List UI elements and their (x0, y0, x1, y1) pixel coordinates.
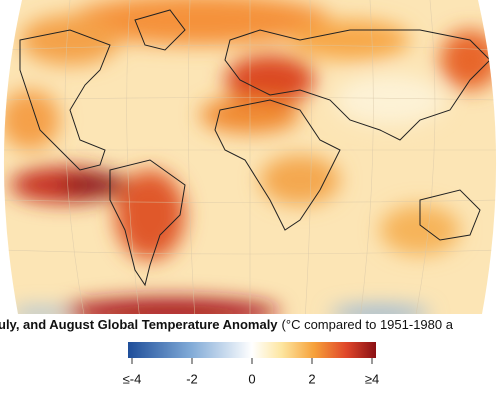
temperature-map (3, 0, 497, 314)
map-caption: uly, and August Global Temperature Anoma… (0, 317, 454, 332)
colorbar-tick-label: ≥4 (365, 371, 379, 386)
colorbar-tick-label: -2 (186, 371, 198, 386)
coastlines (19, 9, 491, 287)
caption-title: uly, and August Global Temperature Anoma… (0, 317, 278, 332)
colorbar-gradient (128, 342, 376, 358)
colorbar-tick-label: 0 (248, 371, 255, 386)
caption-subtitle: (°C compared to 1951-1980 a (282, 317, 454, 332)
colorbar-tick-label: 2 (308, 371, 315, 386)
graticule (3, 0, 497, 314)
colorbar: ≤-4 -2 0 2 ≥4 (123, 342, 379, 386)
colorbar-tick-label: ≤-4 (123, 371, 142, 386)
